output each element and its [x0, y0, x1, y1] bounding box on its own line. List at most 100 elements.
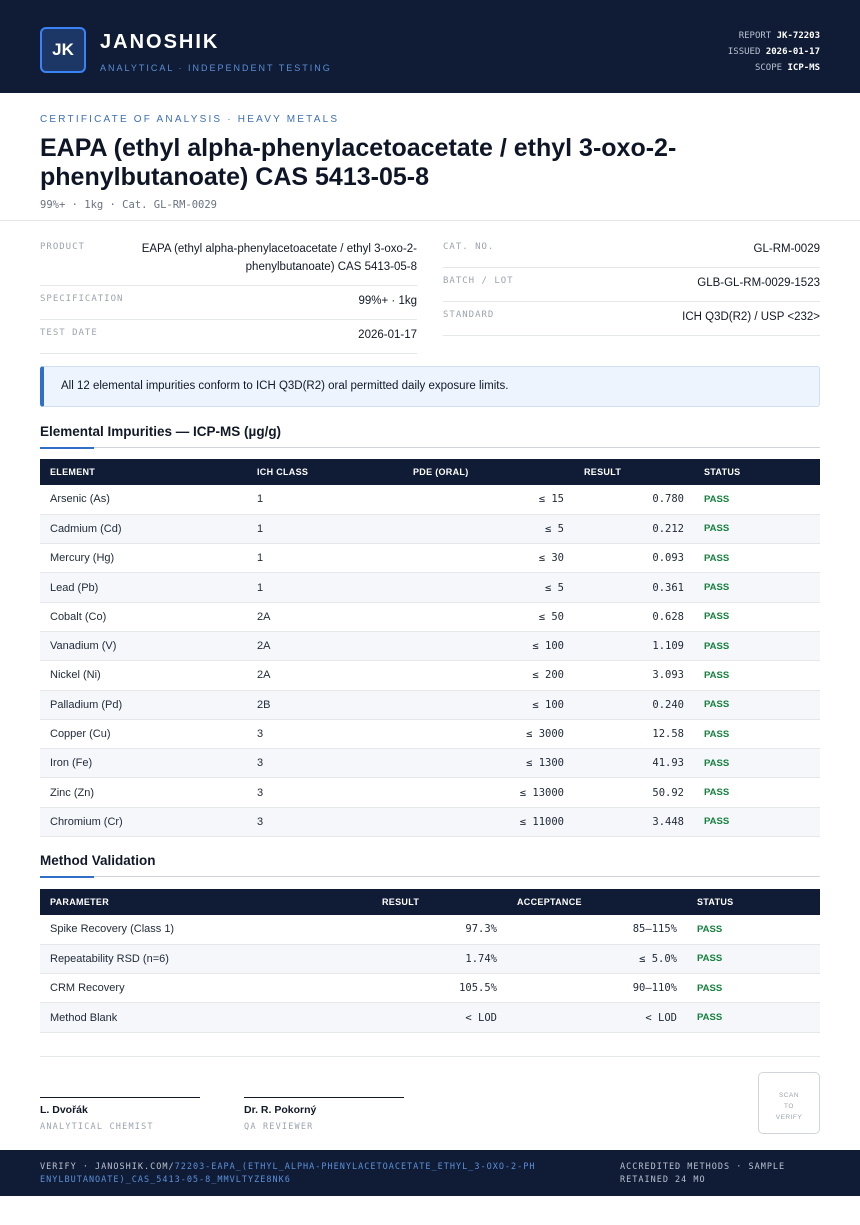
table-cell: Zinc (Zn) — [40, 777, 247, 808]
table-cell: 2A — [247, 631, 403, 662]
table-cell: 1 — [247, 543, 403, 574]
table-cell: ≤ 11000 — [403, 807, 574, 838]
table-row: Iron (Fe) 3 ≤ 1300 41.93 PASS — [40, 748, 820, 779]
table-cell: PASS — [694, 572, 820, 603]
column-header: PARAMETER — [40, 889, 372, 915]
table-row: Cadmium (Cd) 1 ≤ 5 0.212 PASS — [40, 514, 820, 545]
column-header: ELEMENT — [40, 459, 247, 485]
table-cell: ≤ 30 — [403, 543, 574, 574]
meta-label: SCOPE — [754, 63, 783, 73]
table-row: Method Blank < LOD < LOD PASS — [40, 1002, 820, 1033]
table-cell: PASS — [694, 690, 820, 720]
column-header: PDE (ORAL) — [403, 459, 574, 485]
impurities-table: ELEMENT ICH CLASS PDE (ORAL) RESULT STATUS Ar… — [40, 459, 820, 838]
verify-text: VERIFY · JANOSHIK.COM/72203-EAPA_(ETHYL_… — [40, 1161, 540, 1186]
table-cell: Nickel (Ni) — [40, 660, 247, 691]
signer-name: L. Dvořák — [40, 1104, 88, 1116]
table-cell: ≤ 1300 — [403, 748, 574, 779]
info-row: STANDARD ICH Q3D(R2) / USP <232> — [443, 302, 820, 336]
table-cell: PASS — [687, 915, 820, 945]
table-cell: ≤ 200 — [403, 660, 574, 691]
table-cell: 2A — [247, 602, 403, 632]
verify-label: VERIFY · JANOSHIK.COM/ — [40, 1162, 175, 1172]
table-cell: 0.240 — [574, 690, 694, 720]
table-cell: ≤ 100 — [403, 690, 574, 720]
divider — [0, 220, 860, 221]
table-cell: PASS — [694, 660, 820, 691]
table-cell: Mercury (Hg) — [40, 543, 247, 574]
table-cell: Spike Recovery (Class 1) — [40, 915, 372, 945]
column-header: RESULT — [574, 459, 694, 485]
table-cell: 3.093 — [574, 660, 694, 691]
table-row: Mercury (Hg) 1 ≤ 30 0.093 PASS — [40, 543, 820, 574]
info-label: SPECIFICATION — [40, 294, 124, 304]
table-row: Vanadium (V) 2A ≤ 100 1.109 PASS — [40, 631, 820, 662]
table-cell: < LOD — [372, 1002, 507, 1033]
table-cell: PASS — [694, 543, 820, 574]
table-cell: Iron (Fe) — [40, 748, 247, 779]
table-row: Spike Recovery (Class 1) 97.3% 85–115% PASS — [40, 915, 820, 945]
table-row: Arsenic (As) 1 ≤ 15 0.780 PASS — [40, 485, 820, 515]
info-row: TEST DATE 2026-01-17 — [40, 320, 417, 354]
meta-row: ISSUED 2026-01-17 — [728, 44, 820, 60]
table-cell: ≤ 5 — [403, 572, 574, 603]
table-cell: 3 — [247, 777, 403, 808]
info-row: CAT. NO. GL-RM-0029 — [443, 234, 820, 268]
section-title: Elemental Impurities — ICP-MS (µg/g) — [40, 424, 820, 449]
table-cell: 1.74% — [372, 944, 507, 975]
info-label: TEST DATE — [40, 328, 98, 338]
validation-table: PARAMETER RESULT ACCEPTANCE STATUS Spike Rec… — [40, 889, 820, 1033]
subtitle: 99%+ · 1kg · Cat. GL-RM-0029 — [40, 199, 218, 211]
title: EAPA (ethyl alpha-phenylacetoacetate / e… — [40, 134, 677, 191]
info-label: BATCH / LOT — [443, 276, 514, 286]
table-cell: ≤ 3000 — [403, 719, 574, 750]
brand: JANOSHIK — [100, 31, 220, 53]
info-label: CAT. NO. — [443, 242, 495, 252]
table-cell: PASS — [694, 748, 820, 779]
info-row: PRODUCT EAPA (ethyl alpha-phenylacetoacet… — [40, 234, 417, 286]
signer-name: Dr. R. Pokorný — [244, 1104, 317, 1116]
table-cell: Method Blank — [40, 1002, 372, 1033]
table-cell: 0.780 — [574, 485, 694, 515]
info-value: GL-RM-0029 — [753, 243, 820, 255]
table-cell: Palladium (Pd) — [40, 690, 247, 720]
table-cell: Chromium (Cr) — [40, 807, 247, 838]
table-row: CRM Recovery 105.5% 90–110% PASS — [40, 973, 820, 1004]
table-cell: PASS — [694, 602, 820, 632]
table-cell: 50.92 — [574, 777, 694, 808]
table-cell: 0.361 — [574, 572, 694, 603]
table-cell: 1.109 — [574, 631, 694, 662]
table-cell: Repeatability RSD (n=6) — [40, 944, 372, 975]
meta-value: JK-72203 — [776, 31, 820, 41]
verify-link[interactable]: 72203-EAPA_(ETHYL_ALPHA-PHENYLACETOACETA… — [40, 1162, 536, 1185]
info-left: PRODUCT EAPA (ethyl alpha-phenylacetoacet… — [40, 234, 417, 354]
table-cell: 105.5% — [372, 973, 507, 1004]
notice: All 12 elemental impurities conform to I… — [40, 366, 820, 407]
table-cell: Lead (Pb) — [40, 572, 247, 603]
signatures: L. Dvořák ANALYTICAL CHEMIST Dr. R. Pokorn… — [40, 1097, 404, 1132]
signer-role: ANALYTICAL CHEMIST — [40, 1122, 154, 1132]
tagline: ANALYTICAL · INDEPENDENT TESTING — [100, 63, 332, 73]
signer-role: QA REVIEWER — [244, 1122, 314, 1132]
kicker: CERTIFICATE OF ANALYSIS · HEAVY METALS — [40, 114, 340, 125]
meta-row: SCOPE ICP-MS — [728, 60, 820, 76]
table-row: Copper (Cu) 3 ≤ 3000 12.58 PASS — [40, 719, 820, 750]
meta-row: REPORT JK-72203 — [728, 28, 820, 44]
report-meta: REPORT JK-72203 ISSUED 2026-01-17 SCOPE IC… — [728, 28, 820, 76]
table-row: Repeatability RSD (n=6) 1.74% ≤ 5.0% PASS — [40, 944, 820, 975]
table-cell: ≤ 5 — [403, 514, 574, 545]
table-cell: PASS — [687, 1002, 820, 1033]
info-label: STANDARD — [443, 310, 495, 320]
table-cell: 97.3% — [372, 915, 507, 945]
table-cell: 3 — [247, 807, 403, 838]
table-cell: 3 — [247, 719, 403, 750]
table-cell: 3.448 — [574, 807, 694, 838]
table-cell: 0.093 — [574, 543, 694, 574]
meta-label: ISSUED — [727, 47, 761, 57]
footer-note: ACCREDITED METHODS · SAMPLE RETAINED 24 … — [620, 1162, 786, 1185]
table-cell: 2A — [247, 660, 403, 691]
table-cell: 1 — [247, 514, 403, 545]
meta-value: ICP-MS — [787, 63, 820, 73]
table-cell: ≤ 13000 — [403, 777, 574, 808]
